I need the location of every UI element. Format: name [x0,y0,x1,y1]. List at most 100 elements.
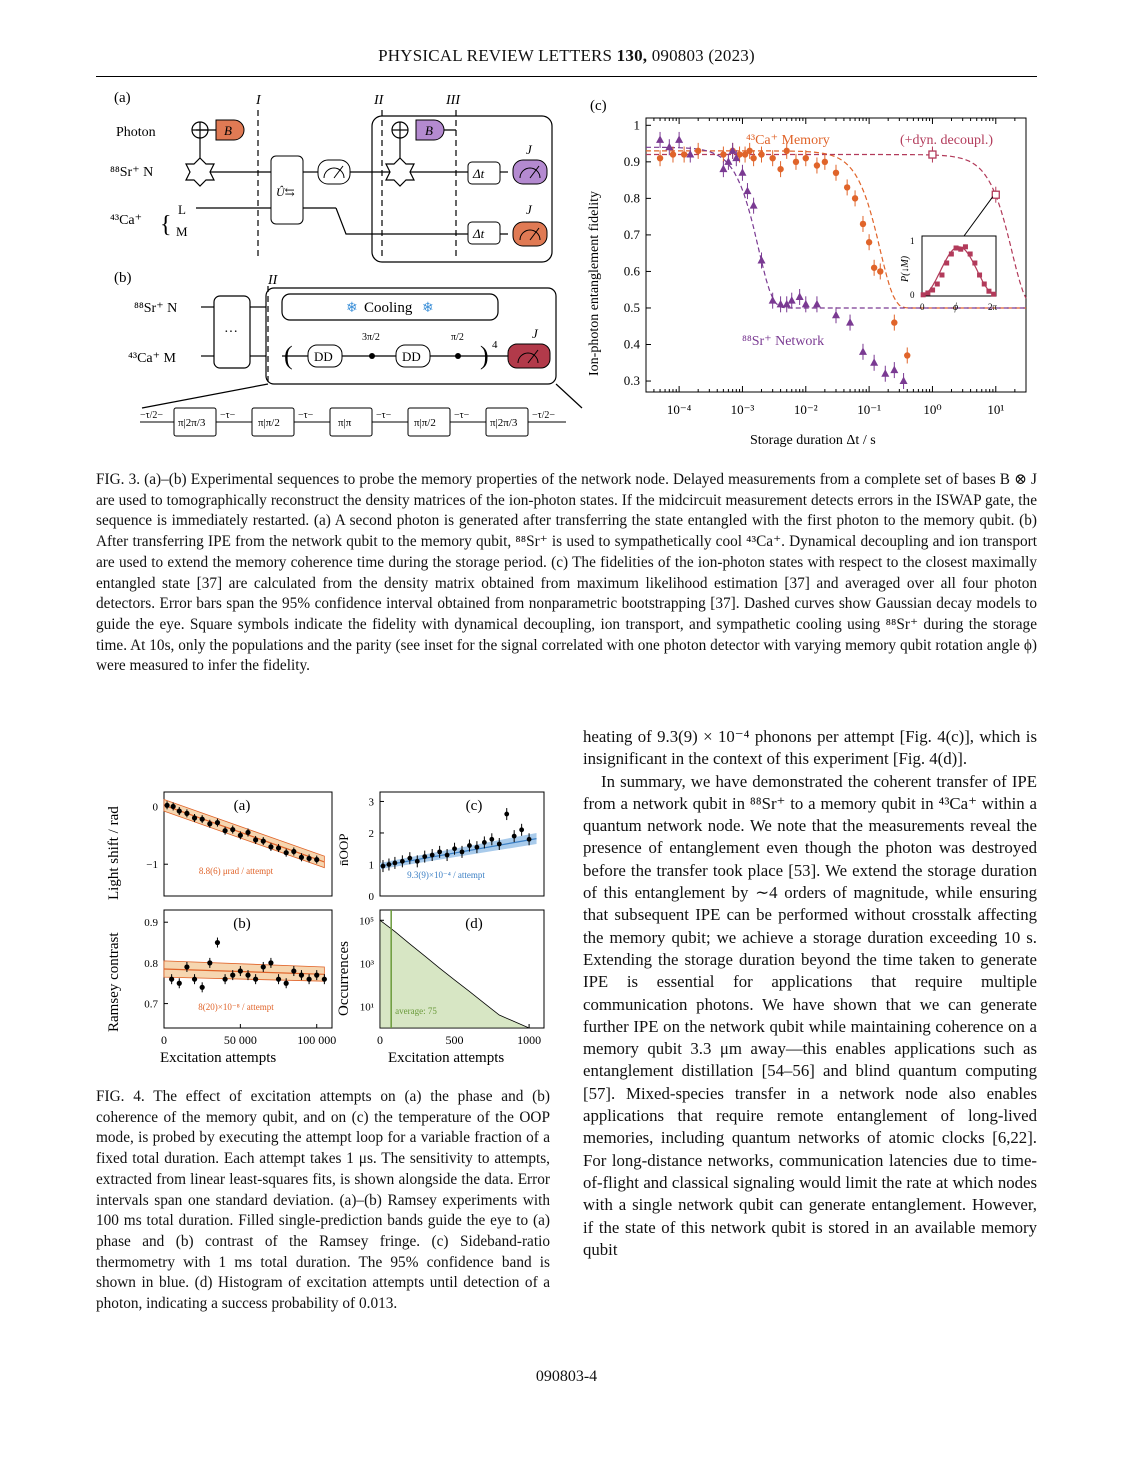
figure-3: (a) I II III Photon ⁸⁸Sr⁺ N ⁴³Ca⁺ { L M [110,90,1027,448]
header-rule [96,76,1037,77]
data-point [169,976,175,982]
meter-J-orange-icon [512,221,548,247]
panel-title: (c) [466,798,483,814]
level-L-label: L [178,202,186,217]
data-point [444,852,450,858]
data-point [429,852,435,858]
x-tick-label: 0 [161,1033,167,1047]
panel-b-label: (b) [114,270,132,286]
legend-sr: ⁸⁸Sr⁺ Network [742,334,824,349]
data-point [176,808,182,814]
inset-point [944,260,950,266]
page-number: 090803-4 [535,1368,598,1385]
fidelity-ylabel: Ion-photon entanglement fidelity [587,191,602,376]
x-tick-label: 10¹ [987,402,1004,417]
data-point [306,855,312,862]
data-point [399,858,405,864]
fig4-ylabel-d: Occurrences [336,941,352,1016]
data-point-ca [877,268,884,275]
data-point-ca [769,154,776,162]
data-point-ca [746,147,753,155]
inset-ylabel: P(↓M) [900,255,911,283]
delay-box-sr [467,161,501,185]
seq-5: π|π [338,417,352,429]
data-point [291,968,297,974]
fig4-xlabel-left: Excitation attempts [160,1050,276,1066]
b-row-sr: ⁸⁸Sr⁺ N [134,301,177,316]
data-point-ca [865,239,873,246]
data-point [260,838,266,844]
pulse-pi2: π/2 [451,332,464,343]
y-tick-label: 0.8 [624,190,640,205]
data-point [380,863,386,869]
data-point-ca [851,195,859,202]
data-point [283,850,289,856]
data-point-sr [899,376,908,385]
data-point [268,844,274,850]
data-point-sr [738,168,747,176]
ca-decay-curve [646,150,1026,309]
panel-4a-light-shift: (a) 0 −1 8.8(6) μrad / attempt [146,791,333,897]
gate-B2-label: B [425,123,433,138]
data-point-ca [870,264,878,271]
inset-point [953,245,959,251]
inset-point [962,244,968,250]
fig4-ylabel-c: n̄OOP [336,833,351,866]
midcircuit-meter-icon [317,159,351,185]
inset-point [934,281,940,287]
data-point-ca [669,151,677,158]
data-point [496,841,502,847]
data-point [422,854,428,860]
x-tick-label: 10⁻¹ [857,402,881,417]
data-point-ca [720,151,727,158]
data-point [222,828,228,834]
J-label-3: J [532,326,539,341]
inset-point [925,290,931,296]
inset-x0: 0 [920,302,925,312]
fidelity-xlabel: Storage duration Δt / s [750,433,876,448]
data-point-sr [732,153,741,162]
paragraph-1: heating of 9.3(9) × 10⁻⁴ phonons per att… [583,727,1037,769]
fit-line [379,838,537,867]
data-point-sr [801,299,810,308]
data-point-ca [859,220,867,228]
panel-title: (d) [465,916,483,932]
delay-label-sr: Δt [472,166,485,181]
data-point [386,862,392,867]
data-point [230,972,236,978]
data-point [481,840,487,845]
delay-label-ca: Δt [472,226,485,241]
fit-line [163,968,325,975]
y-tick-label: 0.3 [624,373,640,388]
data-point [222,976,228,982]
fig3-caption-text: (a)–(b) Experimental sequences to probe … [96,471,1037,675]
data-point [164,802,170,808]
inset-point [972,260,978,266]
data-point [275,976,282,982]
data-point [260,964,266,970]
fig3-caption-label: FIG. 3. [96,471,141,488]
data-point-sr [846,318,855,326]
panel-4b-ramsey-contrast: (b) 0.9 0.8 0.7 0 50 000 100 000 8(20)×10⁻⁸ / a… [144,909,336,1047]
iswap-label: Û⇆ [276,185,295,199]
data-point-ca [694,147,702,155]
figure-3-caption: FIG. 3. (a)–(b) Experimental sequences t… [96,470,1037,677]
inset-xlabel: ϕ [953,302,958,313]
dd-label-1: DD [314,349,333,364]
seq-6: −τ− [376,410,392,421]
data-point-ca [777,165,784,173]
volume: 130, [616,46,648,65]
dd-pulse-sequence: −τ/2− π|2π/3 −τ− π|π/2 −τ− π|π −τ− π|π/2… [140,407,566,437]
figure-4-caption: FIG. 4. The effect of excitation attempt… [96,1087,550,1315]
data-point-ca [832,169,840,176]
y-tick-label: 10³ [360,958,375,970]
seq-9: π|2π/3 [490,417,518,429]
paren-open: ( [284,341,293,370]
inset-arrow [963,196,994,237]
data-point [230,826,236,833]
data-point-sr [795,292,804,301]
data-point [467,843,472,848]
data-point-sr [743,186,752,195]
y-tick-label: 1 [634,117,641,132]
